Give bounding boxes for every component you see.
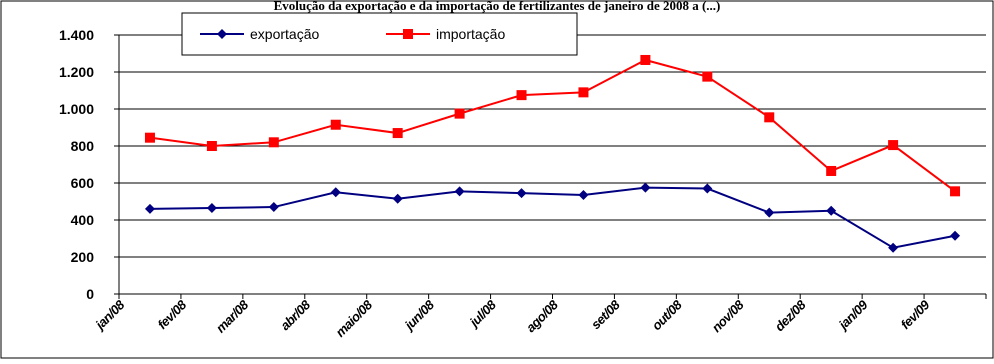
y-tick-label: 1.000: [59, 101, 94, 117]
data-point: [826, 165, 837, 176]
series-layer: [144, 54, 961, 253]
data-point: [268, 202, 279, 213]
series-line: [149, 186, 956, 249]
data-point: [454, 108, 465, 119]
data-point: [392, 128, 403, 139]
y-tick-label: 1.400: [59, 27, 94, 43]
data-point: [144, 203, 155, 214]
legend: exportação importação: [181, 12, 578, 56]
series-line: [149, 58, 956, 193]
legend-box: [181, 12, 578, 56]
data-point: [392, 193, 403, 204]
legend-label: importação: [436, 26, 505, 42]
y-tick-label: 600: [71, 175, 95, 191]
legend-item: exportação: [200, 26, 319, 42]
data-point: [826, 205, 837, 216]
data-point: [764, 207, 775, 218]
data-point: [454, 186, 465, 197]
data-point: [206, 202, 217, 213]
data-point: [578, 190, 589, 201]
y-axis-ticks: 0 200 400 600 800 1.000 1.200 1.400: [59, 27, 119, 302]
data-point: [888, 242, 899, 253]
legend-marker: [403, 29, 413, 39]
y-tick-label: 1.200: [59, 64, 94, 80]
data-point: [640, 182, 651, 193]
data-point: [516, 90, 527, 101]
series-1: [144, 54, 961, 197]
data-point: [330, 119, 341, 130]
data-point: [950, 230, 961, 241]
legend-marker: [217, 29, 227, 39]
data-point: [702, 71, 713, 82]
y-tick-label: 0: [86, 286, 94, 302]
data-point: [640, 54, 651, 65]
data-point: [516, 188, 527, 199]
y-tick-label: 200: [71, 249, 95, 265]
y-tick-label: 800: [71, 138, 95, 154]
data-point: [206, 141, 217, 151]
data-point: [330, 187, 341, 198]
series-0: [144, 182, 961, 253]
data-point: [578, 87, 589, 98]
legend-item: importação: [386, 26, 505, 42]
data-point: [888, 140, 899, 151]
y-tick-label: 400: [71, 212, 95, 228]
data-point: [702, 183, 713, 194]
data-point: [268, 137, 279, 148]
data-point: [144, 132, 155, 143]
chart-title: Evolução da exportação e da importação d…: [274, 0, 721, 13]
data-point: [764, 112, 775, 123]
data-point: [950, 186, 961, 197]
legend-label: exportação: [250, 26, 319, 42]
